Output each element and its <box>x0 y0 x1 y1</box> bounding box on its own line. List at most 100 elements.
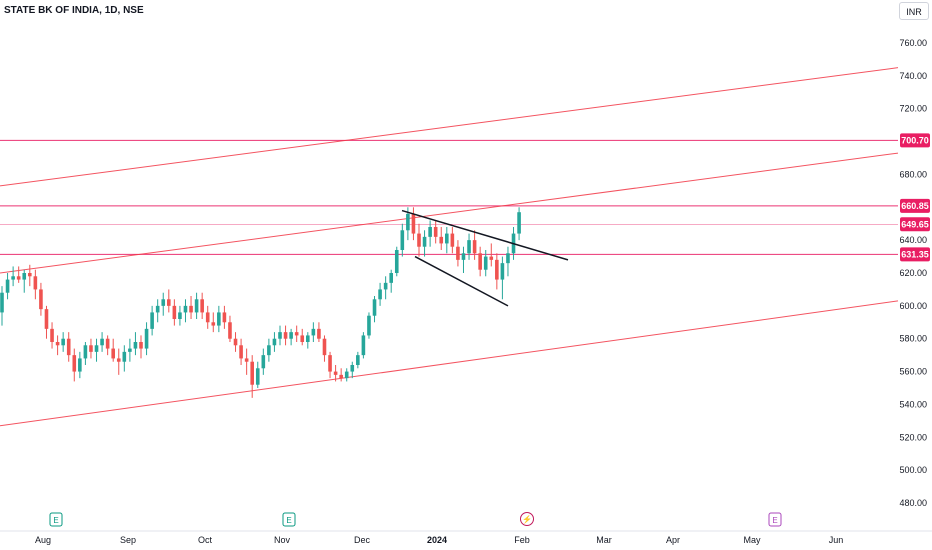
candle-body <box>155 305 160 313</box>
candle <box>422 230 427 257</box>
y-tick-label: 580.00 <box>899 334 927 344</box>
candle <box>356 351 360 369</box>
y-axis[interactable]: 760.00740.00720.00680.00660.00640.00620.… <box>899 38 927 508</box>
candle-body <box>472 240 477 254</box>
candle <box>394 246 399 277</box>
y-tick-label: 640.00 <box>899 235 927 245</box>
candle <box>417 223 421 257</box>
candle <box>267 338 271 362</box>
candle-body <box>250 361 254 385</box>
candle <box>439 227 444 250</box>
candle <box>294 325 299 342</box>
candle <box>172 299 177 326</box>
y-tick-label: 680.00 <box>899 169 927 179</box>
candle-body <box>161 299 166 306</box>
earnings-icon-box <box>768 512 782 527</box>
candle <box>445 227 449 254</box>
candle <box>205 305 210 329</box>
earnings-event-icon[interactable]: E <box>49 512 63 527</box>
candle-body <box>233 338 238 346</box>
candle-body <box>300 335 305 342</box>
candle-body <box>28 273 32 277</box>
earnings-event-icon[interactable]: E <box>282 512 296 527</box>
candle-body <box>272 338 277 346</box>
candle-body <box>350 365 355 372</box>
candle-body <box>311 328 316 336</box>
candle <box>50 322 54 349</box>
candle-body <box>183 305 188 313</box>
candle-body <box>150 312 154 329</box>
candle <box>495 253 499 290</box>
candle <box>333 365 338 382</box>
candle <box>33 269 38 300</box>
candle <box>72 348 77 382</box>
candle-body <box>283 332 288 339</box>
y-tick-label: 720.00 <box>899 104 927 114</box>
x-axis[interactable]: Aug Sep Oct Nov Dec 2024 Feb Mar Apr May Jun <box>0 530 932 545</box>
candle-body <box>422 236 427 247</box>
candle <box>378 282 382 306</box>
candle-body <box>144 328 149 349</box>
candle-body <box>500 263 505 280</box>
candle-body <box>322 338 327 356</box>
candle-body <box>406 213 410 231</box>
symbol-title[interactable]: STATE BK OF INDIA, 1D, NSE <box>4 5 144 16</box>
candle-body <box>33 276 38 290</box>
earnings-event-icon[interactable]: E <box>768 512 782 527</box>
price-badges: 700.70 660.85 649.65 631.35 <box>900 133 930 262</box>
x-tick-label: Nov <box>274 535 291 545</box>
earnings-icon-box <box>49 512 63 527</box>
candle <box>11 266 15 287</box>
candle-body <box>83 345 88 359</box>
candle <box>89 338 93 359</box>
candle <box>506 246 510 277</box>
x-tick-label: Feb <box>514 535 530 545</box>
candle <box>272 332 277 352</box>
candle <box>350 361 355 379</box>
price-badge <box>900 217 930 232</box>
candle <box>317 322 321 342</box>
trendlines <box>401 209 569 307</box>
candle-body <box>344 371 349 379</box>
x-tick-label: Sep <box>120 535 136 545</box>
candle-body <box>333 371 338 375</box>
candle <box>116 348 121 375</box>
candle <box>128 338 132 362</box>
currency-button[interactable]: INR <box>899 2 929 20</box>
candle <box>61 332 65 352</box>
earnings-icon-glyph: E <box>772 516 777 525</box>
candle-body <box>5 279 10 293</box>
channel-line <box>0 152 899 274</box>
event-markers[interactable]: E E ⚡ E <box>49 512 782 527</box>
candle-body <box>11 276 15 280</box>
candle-body <box>461 253 466 260</box>
candle-body <box>194 299 199 313</box>
price-badge-label: 700.70 <box>901 135 929 145</box>
earnings-icon-box <box>282 512 296 527</box>
split-event-icon[interactable]: ⚡ <box>520 512 534 526</box>
candle-body <box>111 348 115 359</box>
x-tick-label: Apr <box>666 535 680 545</box>
candle-body <box>244 358 249 362</box>
candle-body <box>445 233 449 244</box>
candles <box>0 207 521 398</box>
candle <box>167 289 171 313</box>
candle <box>322 335 327 362</box>
x-tick-label: Dec <box>354 535 371 545</box>
candle <box>400 223 405 257</box>
candle-body <box>467 240 471 254</box>
candle <box>500 256 505 300</box>
candle <box>489 243 494 267</box>
candle-body <box>317 328 321 339</box>
candle <box>311 322 316 342</box>
candle-body <box>44 309 49 329</box>
x-tick-label: Oct <box>198 535 213 545</box>
price-badge <box>900 133 930 148</box>
candle-body <box>383 282 388 290</box>
candle-body <box>217 312 221 326</box>
candle-body <box>122 351 127 362</box>
candle-body <box>267 345 271 356</box>
candle-body <box>228 322 232 339</box>
candle-body <box>389 273 393 283</box>
